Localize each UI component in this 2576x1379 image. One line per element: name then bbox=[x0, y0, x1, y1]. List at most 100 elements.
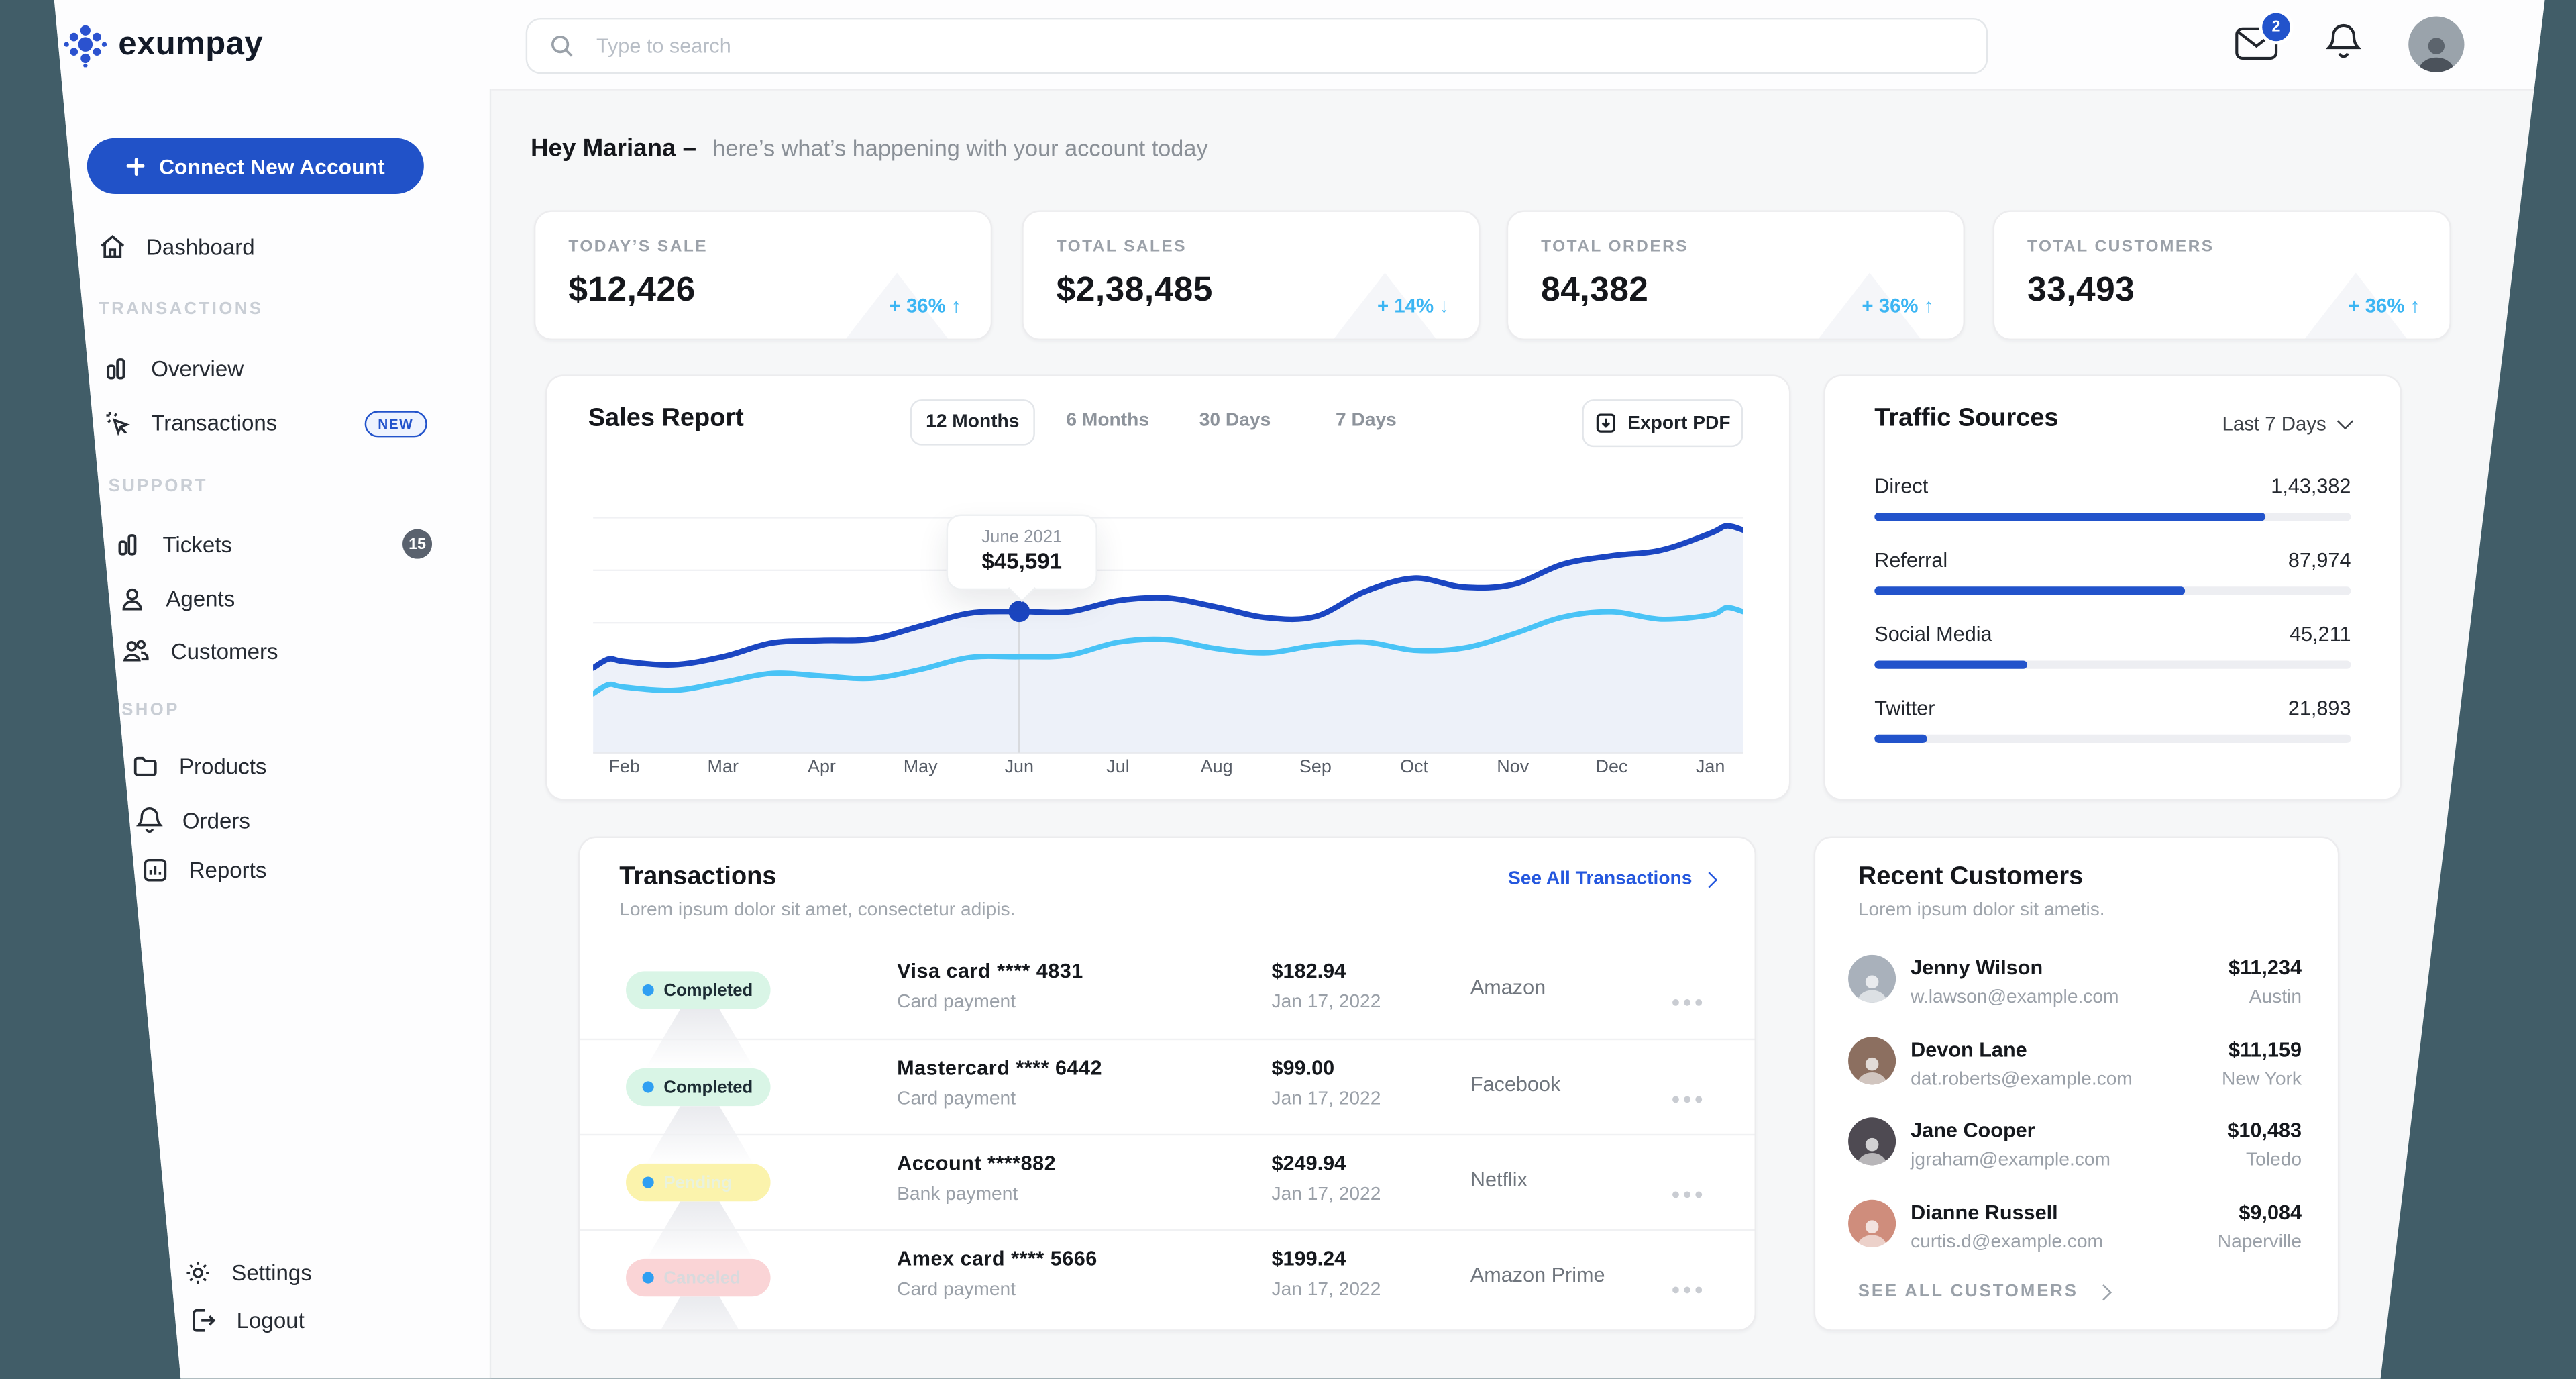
customer-email: jgraham@example.com bbox=[1911, 1150, 2110, 1170]
row-menu-button[interactable] bbox=[1668, 1081, 1703, 1111]
stat-delta: + 14% ↓ bbox=[1377, 294, 1450, 317]
logo-text[interactable]: exumpay bbox=[118, 26, 264, 63]
customer-name: Dianne Russell bbox=[1911, 1200, 2058, 1224]
sidebar-item-dashboard[interactable]: Dashboard bbox=[99, 234, 255, 262]
order-bell-icon bbox=[136, 807, 163, 833]
payment-type: Card payment bbox=[897, 992, 1016, 1013]
export-pdf-label: Export PDF bbox=[1627, 413, 1731, 433]
customer-amount: $9,084 bbox=[2239, 1200, 2302, 1224]
date: Jan 17, 2022 bbox=[1271, 1089, 1381, 1110]
logo-icon bbox=[64, 25, 107, 68]
transactions-title: Transactions bbox=[619, 862, 777, 891]
customer-row: Jenny Wilson w.lawson@example.com $11,23… bbox=[1815, 953, 2338, 1033]
stat-card-todays-sale: TODAY’S SALE $12,426 + 36% ↑ bbox=[533, 210, 993, 340]
sidebar-item-logout[interactable]: Logout bbox=[189, 1307, 305, 1335]
export-pdf-button[interactable]: Export PDF bbox=[1582, 399, 1743, 448]
search-input[interactable] bbox=[593, 19, 1947, 72]
sidebar-item-overview[interactable]: Overview bbox=[103, 355, 244, 383]
customer-city: Naperville bbox=[2217, 1231, 2302, 1252]
sidebar-item-label: Agents bbox=[166, 586, 235, 612]
traffic-source-value: 1,43,382 bbox=[2271, 474, 2351, 499]
sidebar-item-reports[interactable]: Reports bbox=[142, 856, 267, 884]
row-menu-button[interactable] bbox=[1668, 1176, 1703, 1206]
payment-type: Card payment bbox=[897, 1089, 1016, 1110]
payment-type: Card payment bbox=[897, 1280, 1016, 1300]
transaction-row: Completed Visa card **** 4831 Card payme… bbox=[580, 943, 1754, 1068]
chevron-down-icon bbox=[2337, 413, 2354, 430]
sidebar-item-label: Dashboard bbox=[146, 235, 255, 260]
stat-title: TOTAL ORDERS bbox=[1541, 238, 1689, 257]
tab-12-months[interactable]: 12 Months bbox=[910, 399, 1035, 446]
customer-email: dat.roberts@example.com bbox=[1911, 1069, 2133, 1089]
stat-value: 84,382 bbox=[1541, 271, 1649, 309]
status-dot-icon bbox=[642, 1272, 654, 1284]
traffic-period-select[interactable]: Last 7 Days bbox=[2222, 412, 2354, 436]
bell-icon[interactable] bbox=[2326, 21, 2361, 62]
x-axis-label: Apr bbox=[807, 757, 836, 778]
connect-new-account-label: Connect New Account bbox=[158, 153, 385, 178]
x-axis-label: Sep bbox=[1299, 757, 1332, 778]
tab-30-days[interactable]: 30 Days bbox=[1199, 411, 1271, 431]
status-badge: Completed bbox=[626, 971, 771, 1009]
see-all-customers-link[interactable]: SEE ALL CUSTOMERS bbox=[1858, 1282, 2112, 1302]
see-all-transactions-link[interactable]: See All Transactions bbox=[1508, 870, 1718, 889]
traffic-source-label: Social Media bbox=[1874, 623, 1992, 646]
sidebar-item-products[interactable]: Products bbox=[131, 753, 266, 781]
traffic-bar-fill bbox=[1874, 660, 2027, 669]
sidebar-item-transactions[interactable]: Transactions bbox=[103, 409, 277, 438]
chevron-right-icon bbox=[1701, 871, 1718, 888]
traffic-bar-fill bbox=[1874, 586, 2184, 595]
date: Jan 17, 2022 bbox=[1271, 1184, 1381, 1205]
transaction-row: Completed Mastercard **** 6442 Card paym… bbox=[580, 1038, 1755, 1166]
sidebar-item-settings[interactable]: Settings bbox=[184, 1259, 312, 1287]
sidebar-item-customers[interactable]: Customers bbox=[121, 637, 278, 666]
traffic-source-value: 45,211 bbox=[2290, 623, 2351, 646]
status-dot-icon bbox=[642, 1081, 654, 1093]
x-axis-label: Aug bbox=[1200, 757, 1233, 778]
sidebar-item-label: Logout bbox=[236, 1308, 305, 1333]
tab-7-days[interactable]: 7 Days bbox=[1336, 411, 1397, 431]
sidebar-item-label: Orders bbox=[182, 807, 250, 833]
sidebar-item-label: Reports bbox=[189, 858, 267, 883]
mail-badge: 2 bbox=[2259, 9, 2294, 45]
customer-email: w.lawson@example.com bbox=[1911, 987, 2119, 1008]
greeting-rest: here’s what’s happening with your accoun… bbox=[712, 134, 1208, 162]
merchant: Netflix bbox=[1470, 1168, 1527, 1192]
customer-name: Jenny Wilson bbox=[1911, 956, 2043, 980]
date: Jan 17, 2022 bbox=[1271, 1280, 1381, 1300]
bar-chart-icon bbox=[107, 358, 125, 380]
status-dot-icon bbox=[642, 1176, 654, 1188]
stat-title: TODAY’S SALE bbox=[568, 238, 708, 257]
traffic-source-value: 87,974 bbox=[2288, 548, 2351, 572]
search-icon bbox=[551, 36, 573, 57]
sidebar-item-agents[interactable]: Agents bbox=[118, 585, 235, 613]
stat-card-total-customers: TOTAL CUSTOMERS 33,493 + 36% ↑ bbox=[1992, 210, 2451, 340]
logout-icon bbox=[193, 1309, 216, 1332]
customer-name: Jane Cooper bbox=[1911, 1119, 2035, 1143]
merchant: Amazon bbox=[1470, 976, 1546, 999]
sales-line-chart bbox=[593, 517, 1743, 754]
status-dot-icon bbox=[642, 984, 654, 997]
tab-6-months[interactable]: 6 Months bbox=[1066, 411, 1150, 431]
recent-customers-card: Recent Customers Lorem ipsum dolor sit a… bbox=[1813, 836, 2340, 1331]
search-box bbox=[525, 17, 1988, 74]
x-axis-label: Jan bbox=[1695, 757, 1725, 778]
tickets-count-badge: 15 bbox=[402, 529, 433, 559]
connect-new-account-button[interactable]: Connect New Account bbox=[87, 138, 424, 194]
sidebar-item-tickets[interactable]: Tickets bbox=[115, 531, 232, 559]
row-menu-button[interactable] bbox=[1668, 1272, 1703, 1302]
stat-delta: + 36% ↑ bbox=[889, 294, 961, 317]
row-menu-button[interactable] bbox=[1668, 984, 1703, 1014]
sidebar-item-orders[interactable]: Orders bbox=[136, 805, 250, 835]
see-all-customers-label: SEE ALL CUSTOMERS bbox=[1858, 1282, 2078, 1302]
customer-amount: $10,483 bbox=[2227, 1119, 2302, 1143]
user-avatar[interactable] bbox=[2408, 16, 2465, 72]
customer-city: Toledo bbox=[2246, 1150, 2302, 1170]
traffic-period-label: Last 7 Days bbox=[2222, 412, 2326, 436]
amount: $182.94 bbox=[1271, 960, 1346, 983]
chevron-right-icon bbox=[2095, 1283, 2112, 1300]
customer-avatar bbox=[1848, 1198, 1896, 1247]
x-axis-label: Nov bbox=[1497, 757, 1529, 778]
traffic-sources-card: Traffic Sources Last 7 Days Direct 1,43,… bbox=[1823, 374, 2402, 801]
